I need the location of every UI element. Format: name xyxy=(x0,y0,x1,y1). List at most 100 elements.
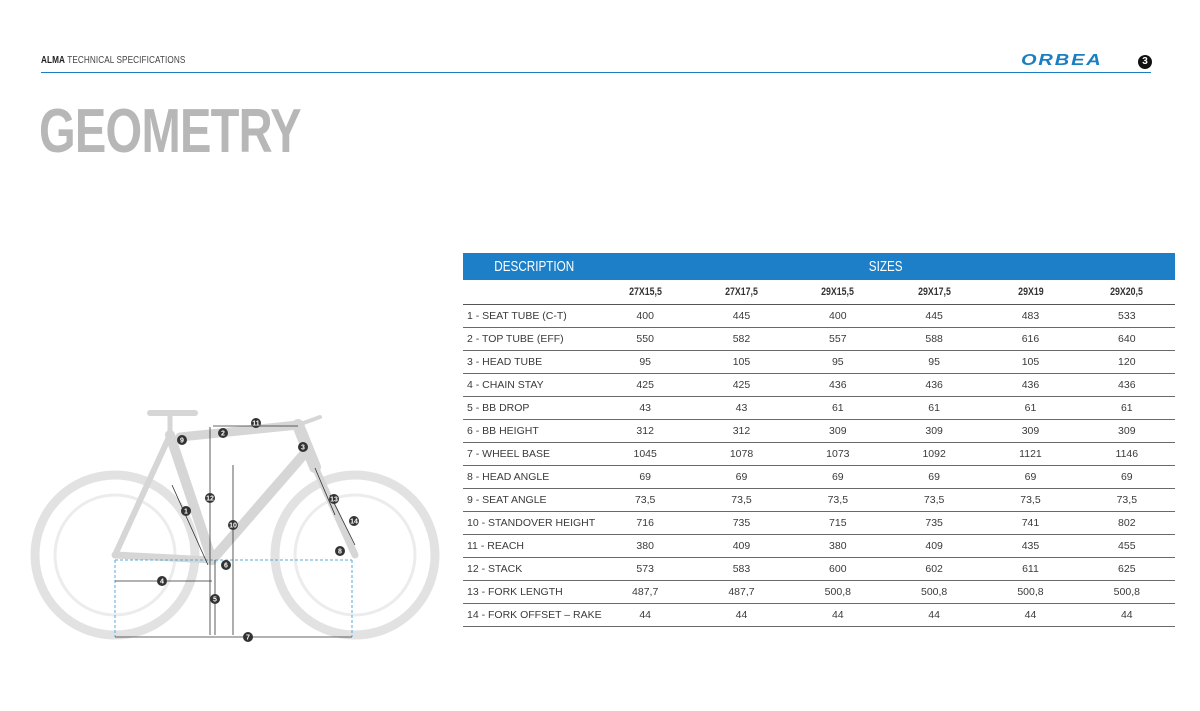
table-cell: 312 xyxy=(693,419,790,443)
row-label: 2 - TOP TUBE (EFF) xyxy=(463,327,597,351)
table-cell: 573 xyxy=(597,557,694,581)
bike-geometry-diagram-icon: 1 2 3 4 5 6 7 8 9 10 11 12 13 14 xyxy=(30,410,440,642)
table-cell: 425 xyxy=(693,373,790,397)
table-cell: 735 xyxy=(693,511,790,535)
table-cell: 73,5 xyxy=(789,488,886,512)
table-cell: 625 xyxy=(1078,557,1175,581)
table-cell: 602 xyxy=(885,557,983,581)
page-title: GEOMETRY xyxy=(39,97,302,166)
table-row: 4 - CHAIN STAY 425 425 436 436 436 436 xyxy=(463,373,1175,397)
row-label: 5 - BB DROP xyxy=(463,396,597,420)
table-cell: 425 xyxy=(597,373,694,397)
brand-logo: ORBEA xyxy=(1021,52,1103,69)
table-cell: 802 xyxy=(1078,511,1175,535)
size-column: 29X20,5 xyxy=(1078,280,1175,305)
table-cell: 309 xyxy=(982,419,1079,443)
table-cell: 309 xyxy=(789,419,886,443)
page-number-badge: 3 xyxy=(1138,55,1152,69)
table-cell: 400 xyxy=(789,304,886,328)
table-row: 12 - STACK 573 583 600 602 611 625 xyxy=(463,557,1175,581)
table-row: 6 - BB HEIGHT 312 312 309 309 309 309 xyxy=(463,419,1175,443)
row-label: 7 - WHEEL BASE xyxy=(463,442,597,466)
table-cell: 44 xyxy=(1078,603,1175,627)
header-divider xyxy=(41,72,1151,73)
row-label: 13 - FORK LENGTH xyxy=(463,580,597,604)
table-cell: 312 xyxy=(597,419,694,443)
table-cell: 44 xyxy=(789,603,886,627)
table-cell: 43 xyxy=(693,396,790,420)
table-cell: 1045 xyxy=(597,442,694,466)
table-cell: 715 xyxy=(789,511,886,535)
geometry-table: DESCRIPTION SIZES 27X15,5 27X17,5 29X15,… xyxy=(463,253,1175,627)
table-cell: 1092 xyxy=(885,442,983,466)
sizes-header: SIZES xyxy=(597,253,1175,280)
table-cell: 611 xyxy=(982,557,1079,581)
table-cell: 500,8 xyxy=(1078,580,1175,604)
table-cell: 500,8 xyxy=(885,580,983,604)
table-cell: 716 xyxy=(597,511,694,535)
table-cell: 409 xyxy=(885,534,983,558)
table-row: 5 - BB DROP 43 43 61 61 61 61 xyxy=(463,396,1175,420)
table-cell: 44 xyxy=(982,603,1079,627)
table-cell: 69 xyxy=(693,465,790,489)
table-cell: 309 xyxy=(1078,419,1175,443)
row-label: 3 - HEAD TUBE xyxy=(463,350,597,374)
table-cell: 380 xyxy=(597,534,694,558)
table-cell: 69 xyxy=(1078,465,1175,489)
table-cell: 583 xyxy=(693,557,790,581)
marker-6: 6 xyxy=(224,563,228,570)
table-cell: 445 xyxy=(885,304,983,328)
table-cell: 61 xyxy=(789,396,886,420)
section-name: TECHNICAL SPECIFICATIONS xyxy=(67,55,186,66)
table-cell: 44 xyxy=(597,603,694,627)
row-label: 4 - CHAIN STAY xyxy=(463,373,597,397)
table-row: 8 - HEAD ANGLE 69 69 69 69 69 69 xyxy=(463,465,1175,489)
row-label: 9 - SEAT ANGLE xyxy=(463,488,597,512)
table-cell: 445 xyxy=(693,304,790,328)
table-cell: 1146 xyxy=(1078,442,1175,466)
description-header: DESCRIPTION xyxy=(463,253,597,280)
table-cell: 309 xyxy=(885,419,983,443)
table-cell: 582 xyxy=(693,327,790,351)
table-cell: 44 xyxy=(885,603,983,627)
table-cell: 69 xyxy=(885,465,983,489)
table-cell: 69 xyxy=(597,465,694,489)
table-cell: 436 xyxy=(1078,373,1175,397)
table-cell: 640 xyxy=(1078,327,1175,351)
table-cell: 44 xyxy=(693,603,790,627)
table-cell: 61 xyxy=(885,396,983,420)
table-cell: 73,5 xyxy=(597,488,694,512)
table-cell: 69 xyxy=(982,465,1079,489)
marker-13: 13 xyxy=(330,497,338,504)
table-cell: 435 xyxy=(982,534,1079,558)
table-row: 2 - TOP TUBE (EFF) 550 582 557 588 616 640 xyxy=(463,327,1175,351)
table-cell: 533 xyxy=(1078,304,1175,328)
model-name: ALMA xyxy=(41,55,66,66)
table-cell: 455 xyxy=(1078,534,1175,558)
table-cell: 1073 xyxy=(789,442,886,466)
marker-7: 7 xyxy=(246,635,250,642)
marker-1: 1 xyxy=(184,509,188,516)
table-cell: 487,7 xyxy=(597,580,694,604)
marker-3: 3 xyxy=(301,445,305,452)
table-cell: 73,5 xyxy=(885,488,983,512)
row-label: 12 - STACK xyxy=(463,557,597,581)
table-cell: 436 xyxy=(789,373,886,397)
table-row: 10 - STANDOVER HEIGHT 716 735 715 735 741 802 xyxy=(463,511,1175,535)
table-cell: 500,8 xyxy=(789,580,886,604)
table-cell: 120 xyxy=(1078,350,1175,374)
size-column: 29X17,5 xyxy=(885,280,983,305)
table-row: 3 - HEAD TUBE 95 105 95 95 105 120 xyxy=(463,350,1175,374)
table-cell: 557 xyxy=(789,327,886,351)
table-cell: 73,5 xyxy=(1078,488,1175,512)
table-cell: 735 xyxy=(885,511,983,535)
row-label: 11 - REACH xyxy=(463,534,597,558)
row-label: 14 - FORK OFFSET – RAKE xyxy=(463,603,602,627)
table-row: 11 - REACH 380 409 380 409 435 455 xyxy=(463,534,1175,558)
row-label: 8 - HEAD ANGLE xyxy=(463,465,597,489)
marker-10: 10 xyxy=(229,523,237,530)
table-cell: 61 xyxy=(1078,396,1175,420)
table-cell: 95 xyxy=(789,350,886,374)
size-column: 27X15,5 xyxy=(597,280,694,305)
table-cell: 483 xyxy=(982,304,1079,328)
